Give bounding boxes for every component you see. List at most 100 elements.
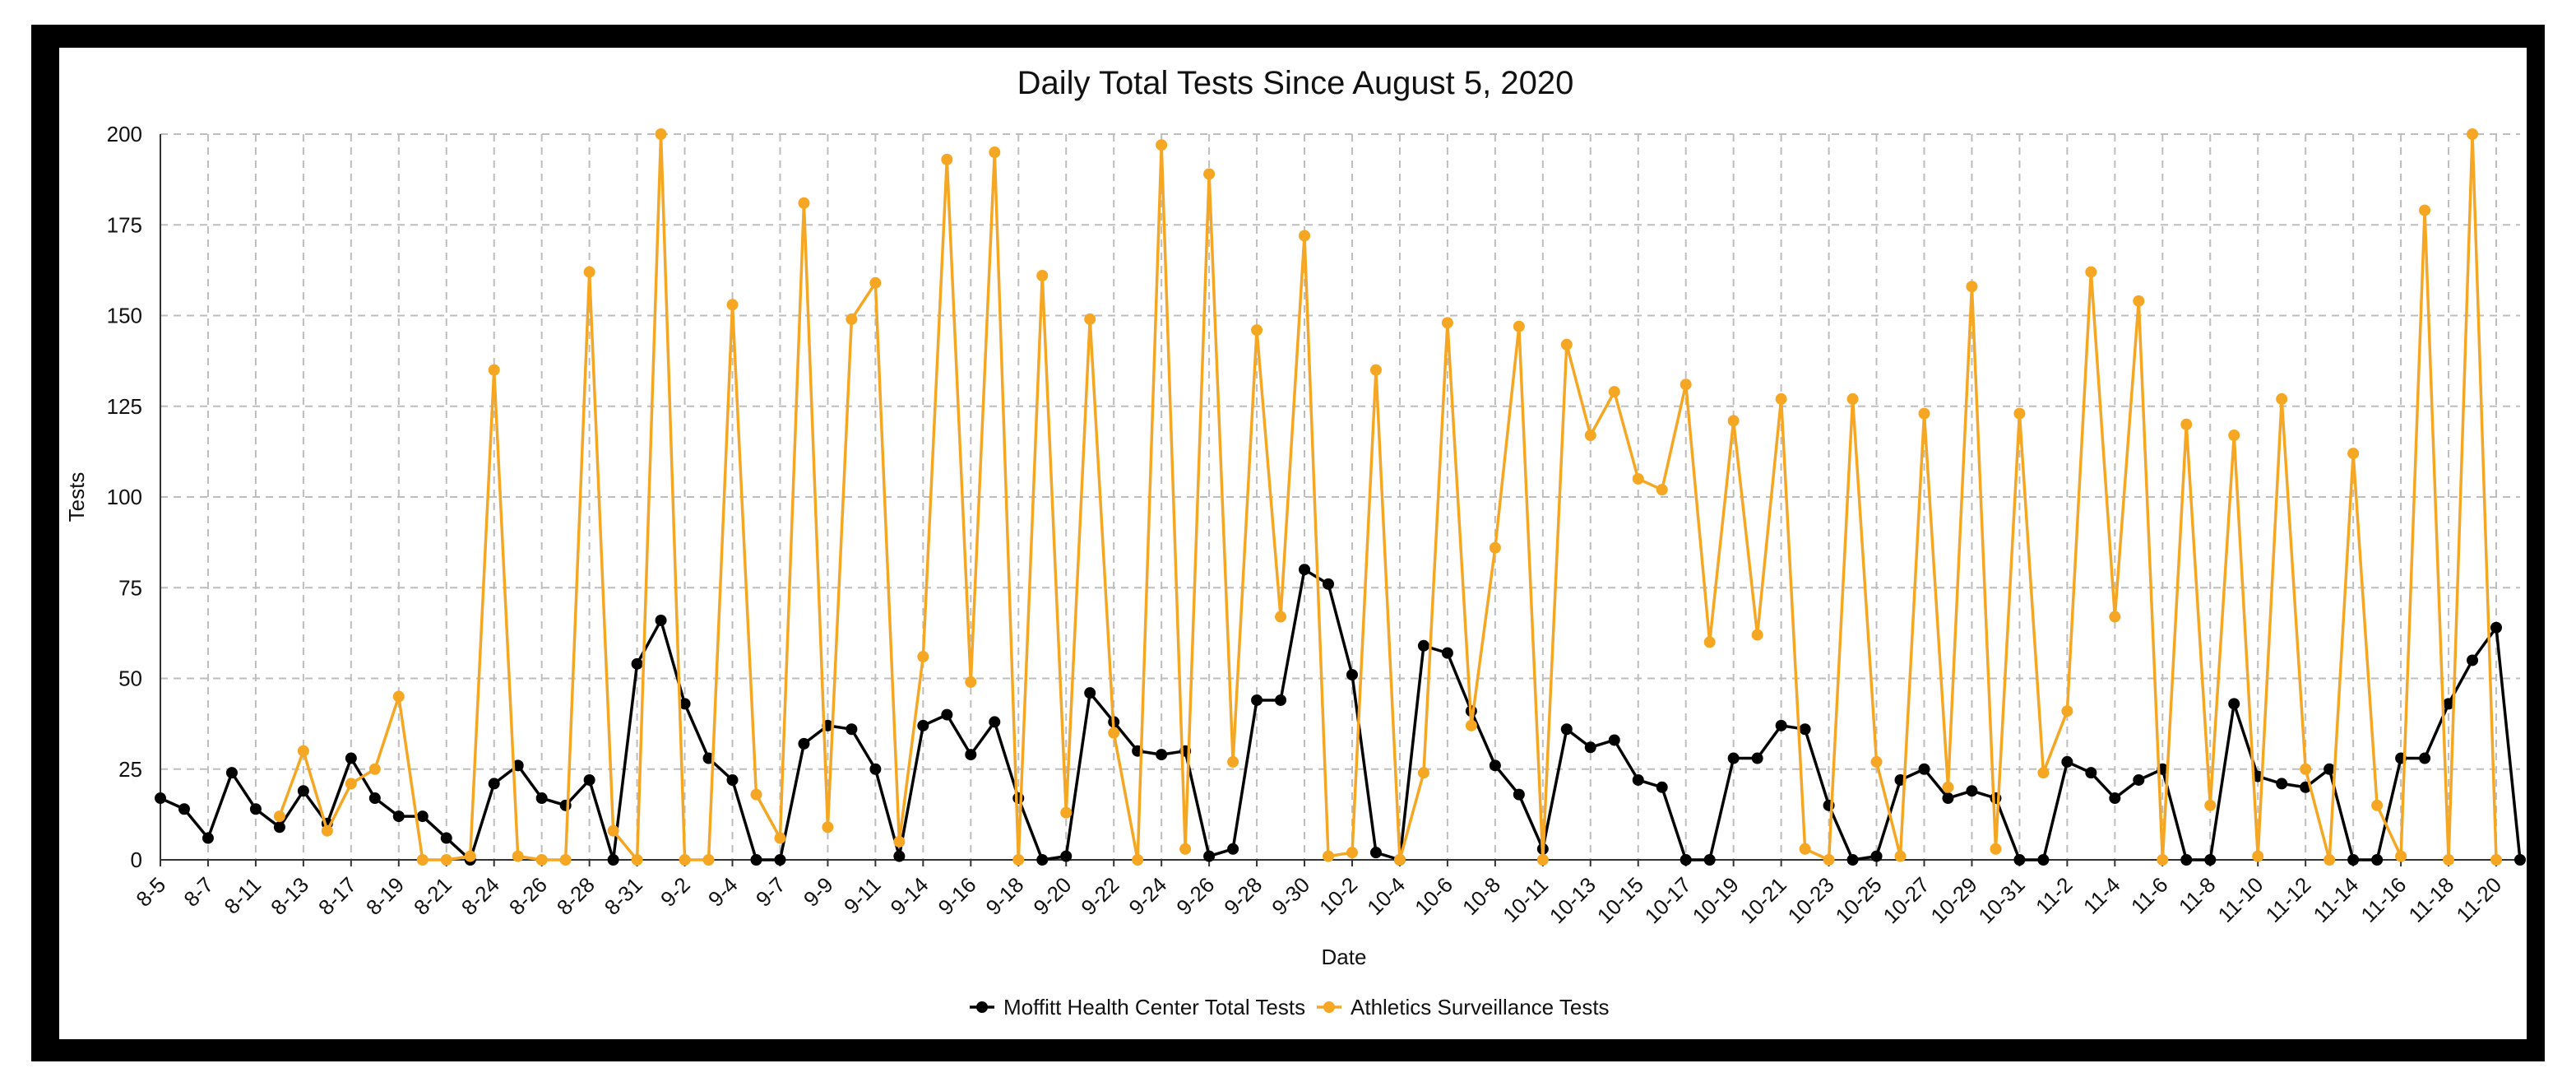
data-point [249,803,262,815]
data-point [941,153,953,165]
data-point [273,821,285,834]
x-tick-label: 9-16 [934,872,981,920]
data-point [2228,698,2240,710]
series-line [160,568,2522,861]
data-point [2323,763,2336,775]
data-point [1751,752,1763,764]
data-point [1299,230,1311,242]
x-tick-label: 10-2 [1314,872,1362,920]
data-point [297,785,309,797]
data-point [2419,204,2431,216]
data-point [1513,320,1525,332]
data-point [869,276,882,289]
data-point [1560,338,1573,351]
x-tick-label: 10-31 [1973,872,2029,928]
data-point [1156,139,1168,151]
data-point [1108,727,1120,739]
data-point [1679,378,1692,391]
x-tick-label: 10-27 [1879,872,1934,928]
data-point [1966,785,1978,797]
x-tick-label: 10-19 [1688,872,1744,928]
data-point [1679,854,1692,866]
data-point [440,854,452,866]
data-point [535,792,548,805]
legend-label: Athletics Surveillance Tests [1351,995,1610,1019]
data-point [1513,788,1525,801]
x-tick-label: 8-11 [220,872,266,919]
data-point [2204,799,2217,811]
x-tick-label: 9-2 [656,872,695,912]
data-point [679,854,691,866]
data-point [2276,778,2288,790]
y-tick-label: 25 [118,757,142,782]
x-tick-label: 11-2 [2031,872,2078,919]
x-tick-label: 9-18 [980,872,1028,920]
x-tick-label: 11-14 [2309,872,2364,927]
data-point [1179,843,1192,855]
data-point [225,767,238,779]
data-point [1227,755,1239,768]
data-point [2347,448,2360,460]
data-point [989,716,1001,728]
data-point [989,146,1001,159]
data-point [822,821,834,834]
data-point [655,128,667,140]
data-point [1870,755,1883,768]
data-point [1369,364,1382,376]
data-point [1275,694,1287,706]
data-point [750,854,762,866]
data-point [1918,407,1930,420]
x-tick-label: 10-25 [1831,872,1887,928]
data-point [1251,694,1263,706]
data-point [1584,430,1596,442]
data-point [535,854,548,866]
data-point [178,803,190,815]
data-point [2061,755,2073,768]
data-point [1846,854,1859,866]
data-point [1703,854,1716,866]
data-point [702,854,715,866]
x-tick-label: 11-4 [2078,872,2125,919]
x-tick-label: 9-24 [1124,872,1171,920]
data-point [1870,850,1883,862]
data-point [1203,168,1216,180]
x-tick-label: 10-15 [1592,872,1648,928]
data-point [1417,767,1429,779]
legend-label: Moffitt Health Center Total Tests [1003,995,1305,1019]
data-point [1203,850,1216,862]
x-tick-label: 11-8 [2174,872,2221,919]
x-tick-label: 9-11 [839,872,886,919]
x-tick-label: 10-21 [1735,872,1791,928]
x-tick-label: 9-4 [703,872,743,912]
legend-item: Athletics Surveillance Tests [1317,995,1610,1019]
y-tick-label: 50 [118,666,142,691]
data-point [297,745,309,757]
data-point [1036,269,1049,281]
data-point [2180,418,2193,430]
data-point [869,763,882,775]
x-tick-label: 8-13 [266,872,313,920]
data-point [2300,763,2312,775]
data-point [1441,317,1453,329]
data-point [2276,392,2288,405]
data-point [583,773,595,786]
data-point [488,778,500,790]
data-point [1012,854,1025,866]
data-point [273,810,285,823]
data-point [1632,773,1644,786]
data-point [1966,281,1978,293]
grid-lines [160,133,2520,860]
x-tick-label: 9-26 [1171,872,1219,920]
data-point [1489,541,1501,554]
data-point [2037,854,2050,866]
y-tick-label: 125 [107,394,142,419]
x-tick-label: 9-22 [1076,872,1124,920]
data-point [655,614,667,626]
x-tick-label: 9-7 [751,872,790,912]
data-point [1251,324,1263,337]
data-point [2013,854,2026,866]
x-tick-label: 10-13 [1545,872,1601,928]
data-point [2109,611,2121,623]
x-axis-label: Date [1322,945,1367,969]
